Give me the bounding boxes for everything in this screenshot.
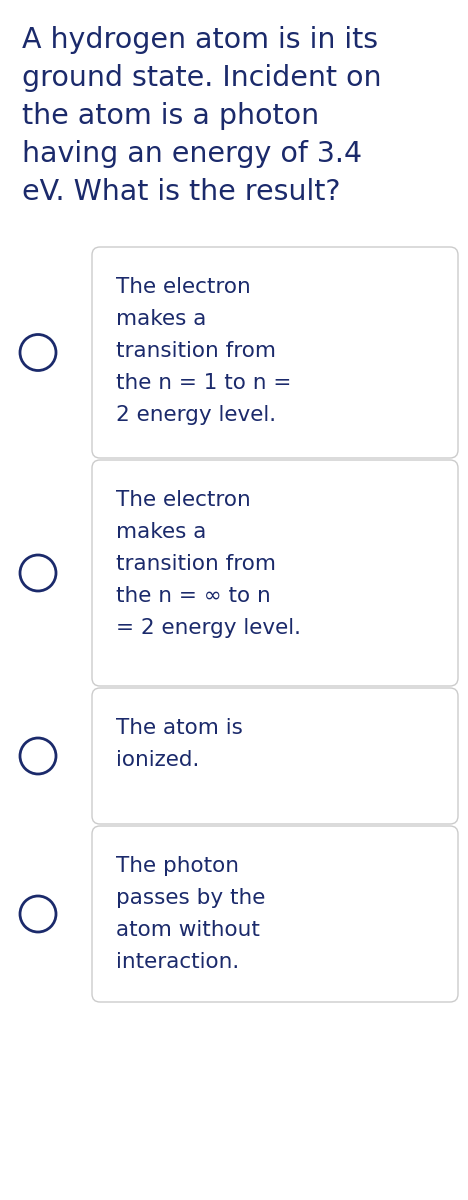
FancyBboxPatch shape — [92, 688, 458, 824]
Text: A hydrogen atom is in its: A hydrogen atom is in its — [22, 26, 378, 54]
Text: The photon: The photon — [116, 856, 239, 876]
FancyBboxPatch shape — [92, 826, 458, 1002]
Circle shape — [20, 896, 56, 932]
Text: ground state. Incident on: ground state. Incident on — [22, 65, 381, 92]
Text: transition from: transition from — [116, 554, 276, 574]
Text: the atom is a photon: the atom is a photon — [22, 102, 319, 131]
Circle shape — [20, 554, 56, 590]
Circle shape — [20, 335, 56, 371]
Text: makes a: makes a — [116, 522, 206, 542]
Text: makes a: makes a — [116, 308, 206, 329]
Text: = 2 energy level.: = 2 energy level. — [116, 618, 301, 638]
Text: ionized.: ionized. — [116, 750, 199, 770]
FancyBboxPatch shape — [92, 460, 458, 686]
Text: the n = ∞ to n: the n = ∞ to n — [116, 586, 271, 606]
Text: 2 energy level.: 2 energy level. — [116, 404, 276, 425]
Text: atom without: atom without — [116, 920, 260, 940]
Text: interaction.: interaction. — [116, 952, 239, 972]
Text: The electron: The electron — [116, 277, 251, 296]
Text: having an energy of 3.4: having an energy of 3.4 — [22, 140, 362, 168]
Text: the n = 1 to n =: the n = 1 to n = — [116, 373, 292, 392]
Text: The atom is: The atom is — [116, 718, 243, 738]
Text: The electron: The electron — [116, 490, 251, 510]
Text: eV. What is the result?: eV. What is the result? — [22, 179, 341, 206]
Circle shape — [20, 738, 56, 774]
Text: passes by the: passes by the — [116, 888, 265, 908]
FancyBboxPatch shape — [92, 247, 458, 458]
Text: transition from: transition from — [116, 341, 276, 361]
